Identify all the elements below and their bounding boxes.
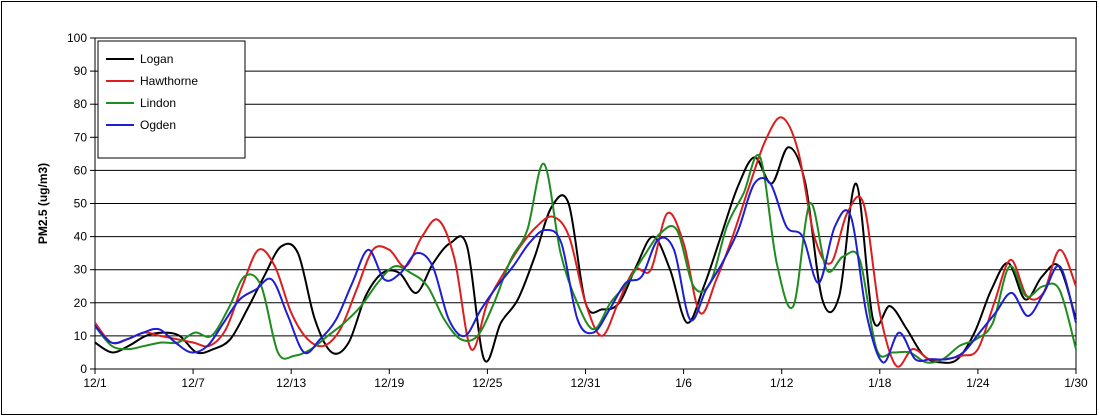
legend-label-logan: Logan — [140, 52, 173, 66]
legend-box — [97, 40, 246, 159]
y-tick-label: 10 — [74, 329, 88, 343]
x-tick-label: 12/25 — [472, 376, 502, 390]
y-tick-label: 90 — [74, 64, 88, 78]
x-tick-label: 12/13 — [276, 376, 306, 390]
y-axis-ticks: 0 10 20 30 40 50 60 70 80 90 100 — [67, 31, 95, 376]
legend-label-hawthorne: Hawthorne — [140, 74, 198, 88]
x-tick-label: 1/24 — [966, 376, 990, 390]
x-tick-label: 12/19 — [374, 376, 404, 390]
y-tick-label: 70 — [74, 130, 88, 144]
y-tick-label: 80 — [74, 97, 88, 111]
series-line-hawthorne — [94, 116, 1077, 368]
x-tick-label: 12/31 — [570, 376, 600, 390]
y-tick-label: 30 — [74, 263, 88, 277]
x-tick-label: 1/30 — [1064, 376, 1088, 390]
series-lines — [94, 116, 1077, 368]
series-line-ogden — [94, 177, 1077, 364]
x-tick-label: 1/18 — [868, 376, 892, 390]
y-tick-label: 50 — [74, 197, 88, 211]
y-tick-label: 0 — [80, 362, 87, 376]
y-tick-label: 100 — [67, 31, 87, 45]
x-axis-ticks: 12/1 12/7 12/13 12/19 12/25 12/31 1/6 1/12 1/18 1… — [83, 369, 1088, 390]
x-tick-label: 12/1 — [83, 376, 107, 390]
y-tick-label: 40 — [74, 230, 88, 244]
x-tick-label: 1/6 — [675, 376, 692, 390]
x-tick-label: 1/12 — [770, 376, 794, 390]
series-line-lindon — [94, 153, 1077, 364]
y-axis-title: PM2.5 (ug/m3) — [36, 163, 50, 244]
legend: Logan Hawthorne Lindon Ogden — [97, 40, 246, 159]
legend-label-lindon: Lindon — [140, 96, 176, 110]
x-tick-label: 12/7 — [181, 376, 205, 390]
legend-label-ogden: Ogden — [140, 118, 176, 132]
y-tick-label: 60 — [74, 163, 88, 177]
y-tick-label: 20 — [74, 296, 88, 310]
